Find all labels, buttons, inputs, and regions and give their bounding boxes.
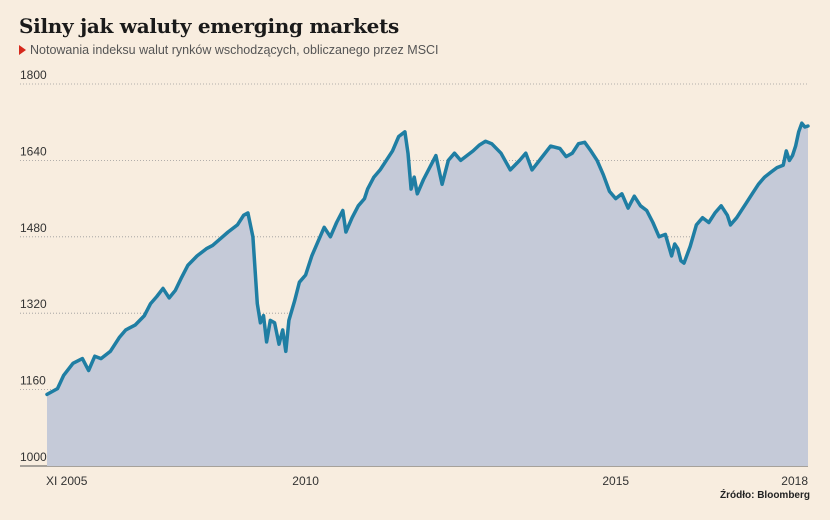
y-tick-label: 1160	[20, 374, 46, 388]
source-note: Źródło: Bloomberg	[720, 490, 810, 501]
y-tick-label: 1480	[20, 221, 47, 235]
x-tick-label: XI 2005	[46, 474, 88, 488]
chart-subtitle: Notowania indeksu walut rynków wschodząc…	[19, 43, 439, 57]
y-axis-labels: 1000 1160 1320 1480 1640 1800	[20, 68, 47, 464]
x-tick-label: 2010	[292, 474, 319, 488]
y-tick-label: 1800	[20, 68, 47, 82]
x-tick-label: 2015	[602, 474, 629, 488]
y-tick-label: 1320	[20, 297, 47, 311]
x-tick-label: 2018	[781, 474, 808, 488]
data-marks	[45, 121, 810, 466]
chart-subtitle-text: Notowania indeksu walut rynków wschodząc…	[30, 43, 439, 57]
red-triangle-icon	[19, 45, 26, 55]
series-line	[45, 121, 810, 397]
y-tick-label: 1640	[20, 144, 47, 158]
series-area	[47, 123, 808, 466]
x-axis-labels: XI 2005 2010 2015 2018	[46, 474, 808, 488]
y-tick-label: 1000	[20, 450, 47, 464]
chart-title: Silny jak waluty emerging markets	[19, 14, 399, 38]
